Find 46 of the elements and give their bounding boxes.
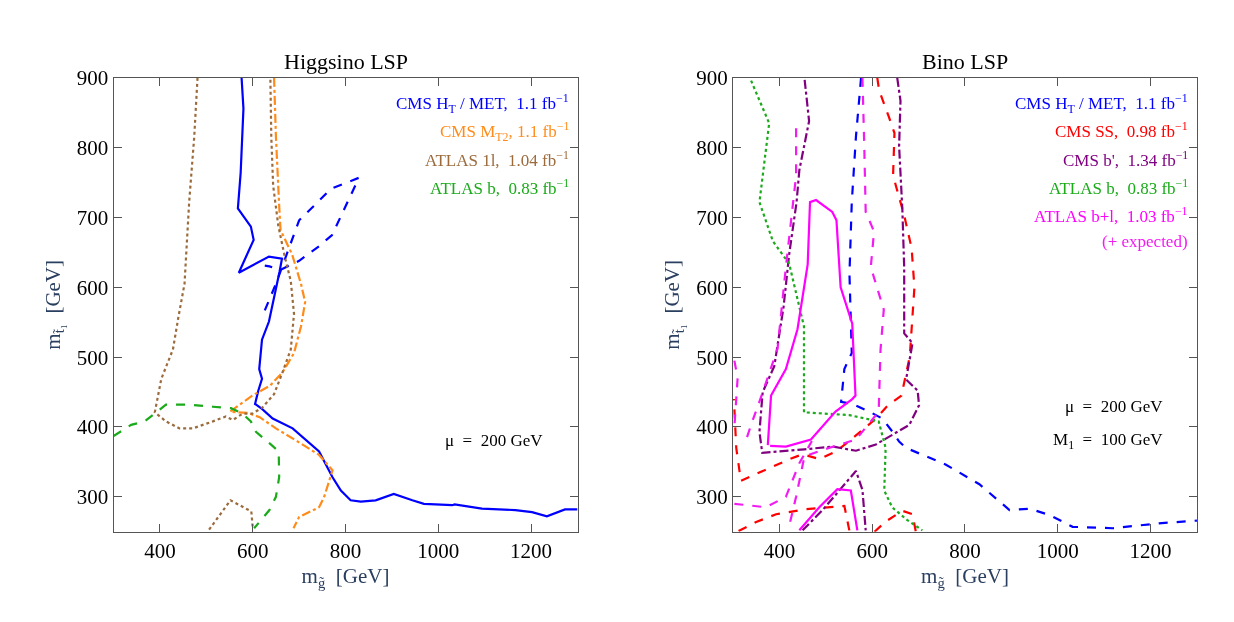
annotation: M$_{1}$ = 100 GeV [1053,430,1164,452]
text: CMS H$_{T}$ / MET, 1.1 fb$^{−1}$ [1015,91,1188,116]
y-tick-label: 300 [696,485,728,510]
x-tick-label: 600 [856,538,888,563]
y-tick-label: 600 [696,275,728,300]
y-tick-label: 500 [696,345,728,370]
text: CMS b', 1.34 fb$^{−1}$ [1063,148,1189,171]
line-series [840,77,1197,530]
x-tick-label: 1000 [1036,538,1079,563]
y-tick-label: 700 [696,205,728,230]
x-tick-label: 800 [329,538,362,563]
line-series [236,77,578,518]
y-tick-label: 800 [76,136,109,161]
y-tick-label: 700 [76,205,109,230]
chart-title: Bino LSP [922,49,1009,74]
x-tick-label: 800 [949,538,981,563]
x-tick-label: 600 [236,538,269,563]
y-tick-label: 600 [76,275,109,300]
text: CMS M$_{T2}$, 1.1 fb$^{−1}$ [440,119,570,144]
line-series [228,77,334,530]
text: ATLAS b+l, 1.03 fb$^{−1}$ [1034,204,1188,227]
y-tick-label: 300 [76,485,109,510]
x-tick-label: 1200 [510,538,553,563]
x-axis-title: m$_{g̃}$ [GeV] [301,564,390,591]
y-tick-label: 400 [76,415,109,440]
x-tick-label: 400 [144,538,176,563]
x-axis-title: m$_{g̃}$ [GeV] [921,564,1009,591]
line-series [263,176,361,312]
text: ATLAS 1l, 1.04 fb$^{−1}$ [425,148,569,171]
text: ATLAS b, 0.83 fb$^{−1}$ [430,176,570,199]
y-tick-label: 400 [696,415,728,440]
x-tick-label: 400 [763,538,796,563]
text: CMS SS, 0.98 fb$^{−1}$ [1055,119,1188,142]
chart-title: Higgsino LSP [284,49,409,74]
y-tick-label: 500 [76,345,109,370]
line-series [113,403,281,530]
text: CMS H$_{T}$ / MET, 1.1 fb$^{−1}$ [396,91,569,116]
y-tick-label: 800 [696,136,728,161]
x-tick-label: 1000 [417,538,460,563]
x-tick-label: 1200 [1129,538,1172,563]
text: ATLAS b, 0.83 fb$^{−1}$ [1049,176,1189,199]
annotation: μ = 200 GeV [445,431,544,450]
annotation: μ = 200 GeV [1065,397,1164,416]
y-tick-label: 900 [76,66,109,91]
y-tick-label: 900 [696,66,728,91]
text: (+ expected) [1102,232,1188,251]
